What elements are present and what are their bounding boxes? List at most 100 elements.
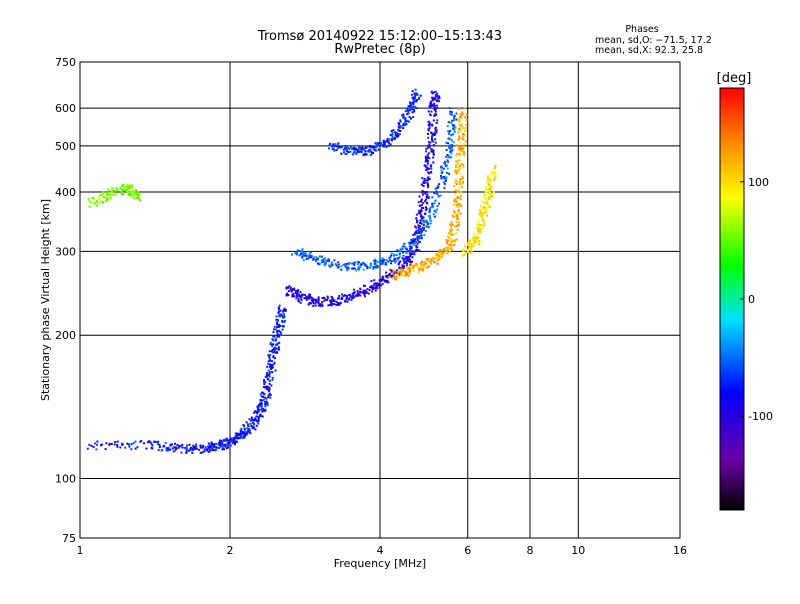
data-point xyxy=(354,149,357,152)
data-point xyxy=(403,257,406,260)
data-point xyxy=(241,432,244,435)
data-point xyxy=(158,446,161,449)
data-point xyxy=(443,248,445,251)
data-point xyxy=(317,298,320,301)
data-point xyxy=(426,222,429,225)
data-point xyxy=(465,251,467,254)
data-point xyxy=(493,178,496,181)
data-point xyxy=(425,230,427,233)
data-point xyxy=(157,443,159,446)
data-point xyxy=(337,261,340,264)
data-point xyxy=(395,254,398,257)
data-point xyxy=(258,404,261,407)
data-point xyxy=(317,302,320,305)
data-point xyxy=(415,244,418,247)
data-point xyxy=(246,423,249,426)
data-point xyxy=(276,335,279,338)
data-point xyxy=(301,255,304,258)
data-point xyxy=(220,443,223,446)
data-point xyxy=(452,141,455,144)
data-point xyxy=(460,147,463,150)
data-point xyxy=(390,254,393,257)
data-point xyxy=(434,141,437,144)
data-point xyxy=(278,348,281,351)
data-point xyxy=(300,298,303,301)
data-point xyxy=(458,120,461,123)
data-point xyxy=(453,114,456,117)
data-point xyxy=(289,286,292,289)
data-point xyxy=(352,262,355,265)
data-point xyxy=(427,196,430,199)
data-point xyxy=(108,195,111,198)
data-point xyxy=(423,264,425,266)
data-point xyxy=(185,450,188,453)
data-point xyxy=(335,303,338,306)
data-point xyxy=(461,149,464,152)
data-point xyxy=(318,304,320,307)
data-point xyxy=(129,193,132,196)
data-point xyxy=(461,138,464,140)
data-point xyxy=(430,171,433,174)
data-point xyxy=(376,283,379,285)
data-point xyxy=(285,294,288,297)
data-point xyxy=(214,449,217,452)
data-point xyxy=(110,186,113,189)
data-point xyxy=(482,218,484,221)
data-point xyxy=(481,226,484,229)
data-point xyxy=(368,148,371,151)
data-point xyxy=(484,193,487,196)
data-point xyxy=(271,363,274,366)
data-point xyxy=(353,150,356,153)
data-point xyxy=(431,206,434,209)
data-point xyxy=(343,151,345,154)
data-point xyxy=(358,151,361,153)
data-point xyxy=(451,214,454,217)
data-point xyxy=(428,146,431,149)
data-point xyxy=(317,258,320,261)
data-point xyxy=(235,441,238,443)
data-point xyxy=(324,298,327,301)
data-point xyxy=(457,166,460,169)
data-point xyxy=(264,385,267,388)
data-point xyxy=(264,381,267,384)
data-point xyxy=(243,425,246,428)
data-point xyxy=(359,266,362,269)
data-point xyxy=(369,286,372,289)
data-point xyxy=(418,195,421,198)
data-point xyxy=(364,295,366,298)
data-point xyxy=(385,271,388,274)
data-point xyxy=(378,286,381,289)
x-axis: 1 2 4 6 8 10 16 xyxy=(77,544,688,557)
data-point xyxy=(315,260,317,262)
data-point xyxy=(445,164,448,167)
data-point xyxy=(123,189,126,192)
data-point xyxy=(415,248,418,251)
data-point xyxy=(193,448,196,451)
data-point xyxy=(415,246,418,248)
data-point xyxy=(394,277,397,280)
data-point xyxy=(399,129,402,132)
data-point xyxy=(428,123,431,126)
data-point xyxy=(458,135,460,138)
data-point xyxy=(458,141,461,144)
data-point xyxy=(185,446,188,449)
data-point xyxy=(377,143,379,146)
data-point xyxy=(452,133,454,136)
data-point xyxy=(257,406,260,409)
data-point xyxy=(450,231,452,234)
data-point xyxy=(462,166,465,169)
data-point xyxy=(376,142,379,144)
data-point xyxy=(463,245,466,247)
data-point xyxy=(418,209,421,212)
data-point xyxy=(375,282,378,285)
data-point xyxy=(391,273,394,276)
data-point xyxy=(428,177,431,180)
data-point xyxy=(202,451,205,453)
data-point xyxy=(123,188,126,191)
data-point xyxy=(296,293,298,296)
data-point xyxy=(363,289,366,292)
data-point xyxy=(241,437,244,439)
data-point xyxy=(118,188,121,191)
data-point xyxy=(382,144,385,147)
data-point xyxy=(370,280,373,283)
